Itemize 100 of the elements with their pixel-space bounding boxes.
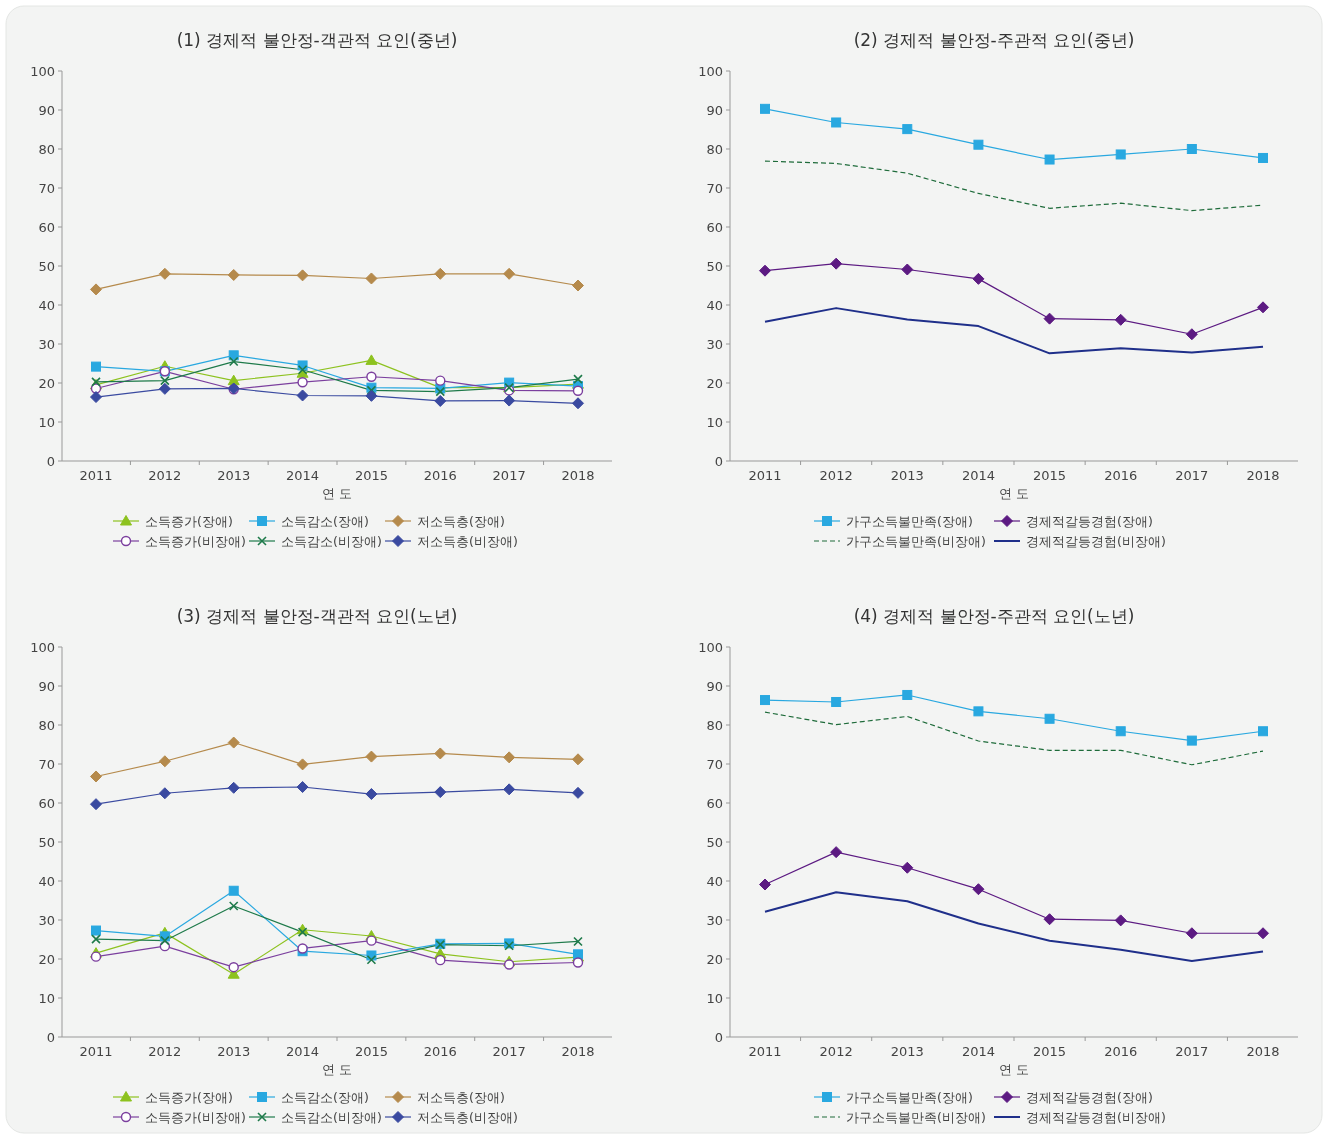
y-tick-label: 90 xyxy=(706,102,723,118)
y-tick-label: 30 xyxy=(706,912,723,928)
x-tick-label: 2015 xyxy=(354,1044,388,1059)
x-tick-label: 2014 xyxy=(286,468,320,483)
chart-title: (4) 경제적 불안정-주관적 요인(노년) xyxy=(853,606,1135,626)
x-tick-label: 2017 xyxy=(1175,468,1209,483)
y-tick-label: 70 xyxy=(38,180,55,196)
y-tick-label: 80 xyxy=(38,717,55,733)
y-tick-label: 10 xyxy=(706,990,723,1006)
y-tick-label: 100 xyxy=(698,63,723,79)
legend-label: 경제적갈등경험(장애) xyxy=(1026,1089,1153,1105)
y-tick-label: 100 xyxy=(30,639,55,655)
y-tick-label: 10 xyxy=(38,990,55,1006)
y-tick-label: 60 xyxy=(706,219,723,235)
y-tick-label: 30 xyxy=(706,336,723,352)
y-tick-label: 20 xyxy=(706,375,723,391)
chart-title: (1) 경제적 불안정-객관적 요인(중년) xyxy=(176,30,458,50)
y-tick-label: 90 xyxy=(706,678,723,694)
legend-label: 소득증가(장애) xyxy=(145,1089,233,1105)
x-tick-label: 2016 xyxy=(1104,1044,1138,1059)
y-tick-label: 0 xyxy=(46,453,55,469)
x-tick-label: 2018 xyxy=(1246,1044,1280,1059)
y-tick-label: 40 xyxy=(706,873,723,889)
y-tick-label: 0 xyxy=(46,1029,55,1045)
legend-label: 경제적갈등경험(비장애) xyxy=(1026,533,1166,549)
x-tick-label: 2015 xyxy=(1033,468,1067,483)
x-tick-label: 2018 xyxy=(561,468,595,483)
y-tick-label: 40 xyxy=(706,297,723,313)
x-axis-title: 연 도 xyxy=(321,486,353,501)
y-tick-label: 100 xyxy=(698,639,723,655)
y-tick-label: 20 xyxy=(38,951,55,967)
legend-label: 저소득층(비장애) xyxy=(417,1109,518,1125)
x-tick-label: 2014 xyxy=(286,1044,320,1059)
x-tick-label: 2017 xyxy=(492,468,526,483)
y-tick-label: 40 xyxy=(38,297,55,313)
y-tick-label: 30 xyxy=(38,336,55,352)
legend-label: 소득감소(장애) xyxy=(281,513,369,529)
x-tick-label: 2017 xyxy=(1175,1044,1209,1059)
x-tick-label: 2012 xyxy=(819,468,853,483)
x-tick-label: 2018 xyxy=(1246,468,1280,483)
y-tick-label: 0 xyxy=(714,1029,723,1045)
legend-label: 저소득층(장애) xyxy=(417,1089,505,1105)
y-tick-label: 80 xyxy=(38,141,55,157)
x-tick-label: 2014 xyxy=(961,1044,995,1059)
chart-title: (3) 경제적 불안정-객관적 요인(노년) xyxy=(176,606,458,626)
legend-label: 소득감소(비장애) xyxy=(281,1109,382,1125)
legend-label: 저소득층(장애) xyxy=(417,513,505,529)
y-tick-label: 70 xyxy=(38,756,55,772)
y-tick-label: 50 xyxy=(706,258,723,274)
x-tick-label: 2011 xyxy=(79,468,113,483)
legend-label: 소득감소(비장애) xyxy=(281,533,382,549)
x-tick-label: 2013 xyxy=(217,468,251,483)
legend-label: 소득증가(장애) xyxy=(145,513,233,529)
y-tick-label: 50 xyxy=(706,834,723,850)
y-tick-label: 100 xyxy=(30,63,55,79)
x-axis-title: 연 도 xyxy=(998,486,1030,501)
y-tick-label: 90 xyxy=(38,102,55,118)
y-tick-label: 90 xyxy=(38,678,55,694)
x-tick-label: 2013 xyxy=(890,468,924,483)
y-tick-label: 20 xyxy=(38,375,55,391)
x-tick-label: 2016 xyxy=(423,468,457,483)
legend-label: 가구소득불만족(장애) xyxy=(846,513,973,529)
y-tick-label: 70 xyxy=(706,180,723,196)
x-tick-label: 2018 xyxy=(561,1044,595,1059)
x-tick-label: 2014 xyxy=(961,468,995,483)
legend-label: 경제적갈등경험(장애) xyxy=(1026,513,1153,529)
x-tick-label: 2013 xyxy=(890,1044,924,1059)
x-tick-label: 2017 xyxy=(492,1044,526,1059)
legend-label: 경제적갈등경험(비장애) xyxy=(1026,1109,1166,1125)
y-tick-label: 0 xyxy=(714,453,723,469)
chart-title: (2) 경제적 불안정-주관적 요인(중년) xyxy=(853,30,1135,50)
x-tick-label: 2012 xyxy=(148,1044,182,1059)
legend-label: 가구소득불만족(장애) xyxy=(846,1089,973,1105)
y-tick-label: 50 xyxy=(38,258,55,274)
x-tick-label: 2015 xyxy=(1033,1044,1067,1059)
y-tick-label: 50 xyxy=(38,834,55,850)
y-tick-label: 60 xyxy=(38,795,55,811)
legend-label: 소득증가(비장애) xyxy=(145,1109,246,1125)
x-tick-label: 2012 xyxy=(819,1044,853,1059)
y-tick-label: 80 xyxy=(706,717,723,733)
x-tick-label: 2011 xyxy=(79,1044,113,1059)
y-tick-label: 30 xyxy=(38,912,55,928)
y-tick-label: 70 xyxy=(706,756,723,772)
y-tick-label: 40 xyxy=(38,873,55,889)
x-tick-label: 2011 xyxy=(748,1044,782,1059)
legend-label: 소득증가(비장애) xyxy=(145,533,246,549)
legend-label: 소득감소(장애) xyxy=(281,1089,369,1105)
x-tick-label: 2013 xyxy=(217,1044,251,1059)
legend-label: 가구소득불만족(비장애) xyxy=(846,1109,986,1125)
y-tick-label: 60 xyxy=(38,219,55,235)
x-tick-label: 2015 xyxy=(354,468,388,483)
x-tick-label: 2016 xyxy=(1104,468,1138,483)
x-tick-label: 2012 xyxy=(148,468,182,483)
y-tick-label: 60 xyxy=(706,795,723,811)
y-tick-label: 10 xyxy=(706,414,723,430)
y-tick-label: 80 xyxy=(706,141,723,157)
legend-label: 가구소득불만족(비장애) xyxy=(846,533,986,549)
y-tick-label: 20 xyxy=(706,951,723,967)
y-tick-label: 10 xyxy=(38,414,55,430)
x-tick-label: 2011 xyxy=(748,468,782,483)
